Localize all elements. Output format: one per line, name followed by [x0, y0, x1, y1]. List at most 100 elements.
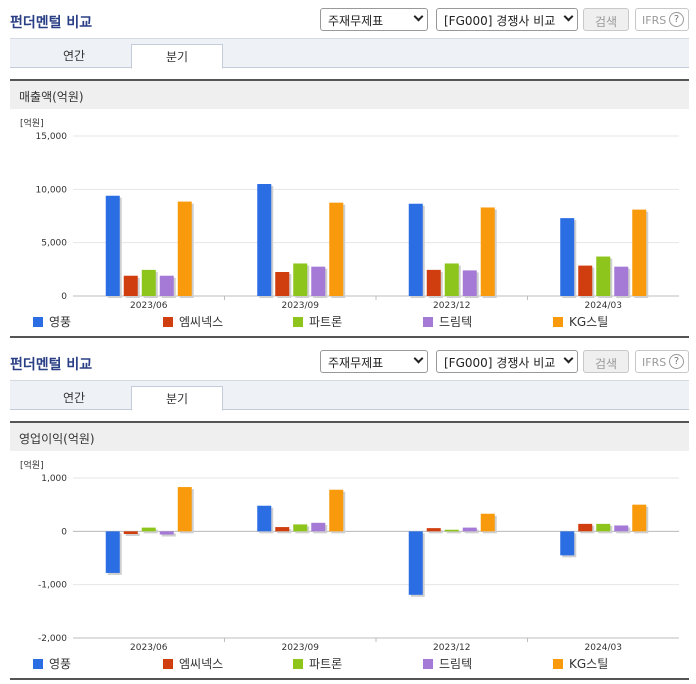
bar — [462, 527, 477, 532]
legend-label: 엠씨넥스 — [179, 657, 224, 671]
ifrs-label: IFRS — [642, 356, 667, 369]
legend-label: 파트론 — [309, 657, 343, 671]
legend-item[interactable]: 영풍 — [33, 655, 71, 672]
legend-swatch — [163, 317, 173, 327]
y-tick-label: 0 — [61, 292, 67, 302]
legend-label: KG스틸 — [569, 657, 609, 671]
bar — [329, 489, 344, 532]
legend-item[interactable]: 영풍 — [33, 313, 71, 330]
section-header: 펀더멘털 비교 주재무제표 [FG000] 경쟁사 비교 검색 IFRS ? — [0, 0, 696, 38]
panel-title: 매출액(억원) — [10, 79, 689, 109]
period-tabs: 연간 분기 — [10, 38, 689, 69]
bar — [159, 531, 174, 535]
bar-shadow — [143, 529, 158, 534]
legend-label: 드림텍 — [439, 315, 473, 329]
legend-item[interactable]: 드림텍 — [423, 313, 472, 330]
operating-profit-bar-chart: [억원] 1,000 0 -1,000 -2,000 2023/06 2023/09 2023… — [20, 459, 679, 651]
legend-swatch — [33, 317, 43, 327]
y-tick-label: 0 — [61, 527, 67, 537]
legend-swatch — [423, 659, 433, 669]
x-tick-label: 2023/06 — [130, 301, 168, 309]
peer-select-value: [FG000] 경쟁사 비교 — [444, 356, 556, 370]
statement-select-value: 주재무제표 — [328, 356, 384, 370]
help-icon[interactable]: ? — [669, 354, 684, 369]
statement-select[interactable]: 주재무제표 — [320, 350, 428, 373]
legend-item[interactable]: 파트론 — [293, 313, 342, 330]
search-button[interactable]: 검색 — [583, 8, 629, 31]
x-tick-label: 2023/12 — [433, 643, 470, 651]
bar — [159, 275, 174, 296]
y-tick-label: -1,000 — [38, 581, 67, 591]
bar — [596, 256, 611, 296]
y-tick-label: 1,000 — [41, 474, 67, 484]
bar-shadow — [428, 530, 443, 534]
help-icon[interactable]: ? — [669, 12, 684, 27]
bar — [578, 523, 593, 532]
bar — [275, 527, 290, 532]
bar — [480, 207, 495, 296]
x-tick-label: 2024/03 — [585, 301, 622, 309]
legend-item[interactable]: 엠씨넥스 — [163, 313, 223, 330]
bar — [408, 531, 423, 595]
search-button[interactable]: 검색 — [583, 350, 629, 373]
legend-item[interactable]: KG스틸 — [553, 313, 608, 330]
chevron-down-icon — [563, 353, 574, 364]
ifrs-button[interactable]: IFRS ? — [635, 8, 689, 31]
peer-select[interactable]: [FG000] 경쟁사 비교 — [436, 8, 578, 31]
divider — [10, 336, 689, 338]
fundamental-section-1: 펀더멘털 비교 주재무제표 [FG000] 경쟁사 비교 검색 IFRS ? 연… — [0, 0, 696, 338]
bar — [123, 275, 138, 296]
x-tick-label: 2023/06 — [130, 643, 168, 651]
chevron-down-icon — [563, 11, 574, 22]
bar — [444, 529, 459, 532]
chart-legend: 영풍 엠씨넥스 파트론 드림텍 KG스틸 — [0, 310, 696, 330]
statement-select[interactable]: 주재무제표 — [320, 8, 428, 31]
y-tick-label: 5,000 — [41, 239, 67, 249]
bar — [614, 525, 629, 532]
legend-label: 영풍 — [49, 315, 72, 329]
bar — [632, 504, 647, 532]
legend-label: KG스틸 — [569, 315, 609, 329]
legend-label: 엠씨넥스 — [179, 315, 224, 329]
bar-shadow — [446, 531, 461, 534]
x-tick-label: 2023/09 — [282, 301, 320, 309]
tab-quarterly[interactable]: 분기 — [131, 386, 223, 411]
bar — [177, 201, 192, 296]
section-header: 펀더멘털 비교 주재무제표 [FG000] 경쟁사 비교 검색 IFRS ? — [0, 342, 696, 380]
bar — [329, 202, 344, 296]
legend-label: 영풍 — [49, 657, 72, 671]
legend-swatch — [33, 659, 43, 669]
legend-item[interactable]: KG스틸 — [553, 655, 608, 672]
bar — [614, 266, 629, 296]
legend-item[interactable]: 파트론 — [293, 655, 342, 672]
bar — [311, 522, 326, 532]
tab-annual[interactable]: 연간 — [62, 49, 86, 63]
chevron-down-icon — [413, 11, 424, 22]
legend-swatch — [553, 659, 563, 669]
bar — [560, 218, 575, 296]
bar-shadow — [464, 529, 479, 534]
bar — [141, 527, 156, 532]
bar — [275, 272, 290, 296]
bar-shadow — [161, 533, 176, 537]
bar — [141, 269, 156, 296]
y-tick-label: -2,000 — [38, 634, 67, 644]
bar — [426, 269, 441, 296]
legend-item[interactable]: 드림텍 — [423, 655, 472, 672]
bar — [408, 203, 423, 296]
legend-label: 드림텍 — [439, 657, 473, 671]
bar — [257, 184, 272, 296]
bar — [578, 265, 593, 296]
unit-label: [억원] — [20, 459, 44, 471]
y-tick-label: 15,000 — [36, 132, 68, 142]
legend-item[interactable]: 엠씨넥스 — [163, 655, 223, 672]
bar — [177, 487, 192, 532]
legend-label: 파트론 — [309, 315, 343, 329]
ifrs-button[interactable]: IFRS ? — [635, 350, 689, 373]
section-title: 펀더멘털 비교 — [10, 15, 93, 31]
peer-select[interactable]: [FG000] 경쟁사 비교 — [436, 350, 578, 373]
tab-annual[interactable]: 연간 — [62, 391, 86, 405]
unit-label: [억원] — [20, 117, 44, 129]
bar — [311, 266, 326, 296]
tab-quarterly[interactable]: 분기 — [131, 44, 223, 69]
